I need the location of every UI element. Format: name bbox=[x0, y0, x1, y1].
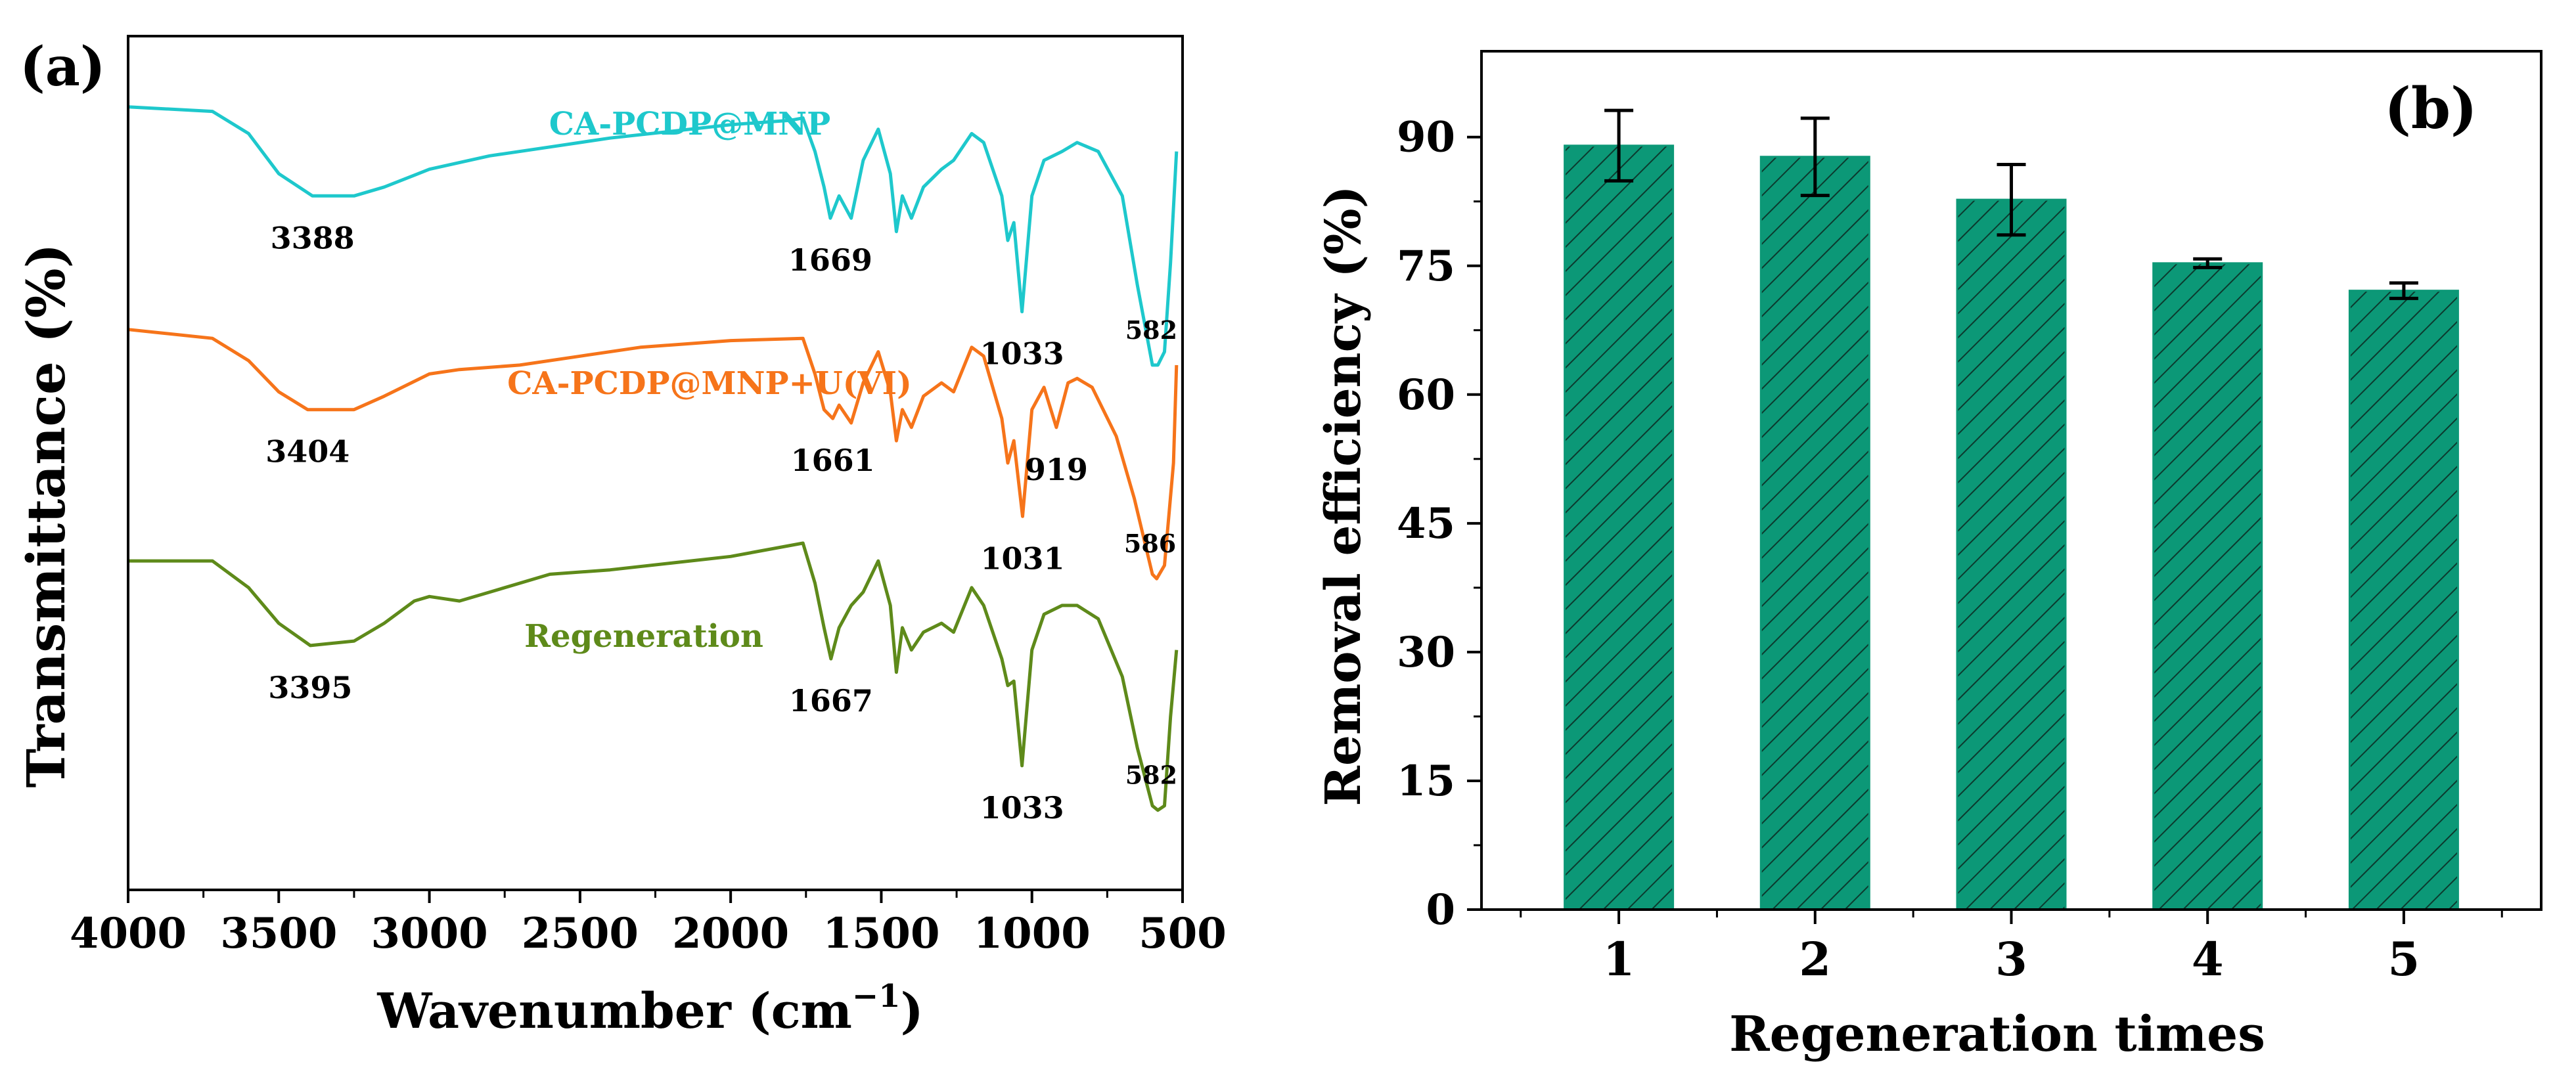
ftir-peak-label: 1661 bbox=[791, 443, 875, 478]
ftir-series-line bbox=[128, 541, 1179, 812]
ftir-x-label-sup: −1 bbox=[852, 978, 901, 1015]
ftir-peak-label: 1031 bbox=[980, 540, 1064, 576]
ftir-x-tick-label: 1000 bbox=[974, 909, 1091, 958]
ftir-x-tick-label: 3500 bbox=[220, 909, 337, 958]
ftir-peak-label: 1669 bbox=[788, 242, 872, 278]
bar-y-tick-label: 45 bbox=[1397, 499, 1455, 548]
bar-x-tick-label: 4 bbox=[2192, 932, 2224, 986]
ftir-peak-label: 582 bbox=[1125, 761, 1177, 790]
ftir-x-axis-label: Wavenumber (cm−1) bbox=[376, 978, 923, 1040]
bar-y-tick-label: 90 bbox=[1397, 113, 1455, 162]
ftir-series-group: CA-PCDP@MNP 3388 1669 1033 582 CA-PCDP@MNP+U(… bbox=[127, 105, 1179, 826]
bar-x-tick-label: 3 bbox=[1995, 932, 2027, 986]
bar-x-axis-label: Regeneration times bbox=[1729, 1006, 2265, 1063]
bar-y-tick-label: 15 bbox=[1397, 757, 1455, 806]
panel-b-label: (b) bbox=[2384, 76, 2477, 142]
bar-y-tick-label: 60 bbox=[1397, 370, 1455, 420]
bar bbox=[1956, 198, 2067, 911]
bar-y-tick-label: 0 bbox=[1426, 885, 1455, 935]
ftir-x-tick-label: 2500 bbox=[522, 909, 639, 958]
ftir-peak-label: 582 bbox=[1125, 315, 1177, 345]
ftir-series-line bbox=[127, 105, 1179, 367]
ftir-peak-label: 586 bbox=[1124, 529, 1176, 558]
bar-x-tick-label: 2 bbox=[1799, 932, 1831, 986]
bar bbox=[1564, 144, 1675, 911]
ftir-x-tick-label: 500 bbox=[1139, 909, 1227, 958]
bar-x-tick-label: 5 bbox=[2388, 932, 2420, 986]
ftir-x-tick-label: 1500 bbox=[823, 909, 939, 958]
ftir-series-name: CA-PCDP@MNP bbox=[549, 106, 830, 143]
ftir-x-tick-label: 4000 bbox=[70, 909, 187, 958]
ftir-peak-label: 919 bbox=[1025, 452, 1088, 487]
bar-group bbox=[1564, 108, 2459, 911]
ftir-series-line bbox=[127, 328, 1179, 581]
ftir-series-name: CA-PCDP@MNP+U(VI) bbox=[507, 365, 912, 402]
ftir-peak-label: 3395 bbox=[268, 670, 352, 705]
bar bbox=[2348, 290, 2459, 911]
ftir-peak-label: 1033 bbox=[980, 790, 1064, 826]
ftir-series-name: Regeneration bbox=[524, 618, 763, 655]
bar-x-tick-label: 1 bbox=[1603, 932, 1635, 986]
ftir-x-label-text: Wavenumber (cm bbox=[376, 983, 852, 1040]
ftir-chart: (a) CA-PCDP@MNP338816691033582CA-PCDP@MN… bbox=[15, 35, 1227, 1040]
ftir-x-tick-label: 3000 bbox=[371, 909, 488, 958]
bar-y-axis-label: Removal efficiency (%) bbox=[1315, 185, 1372, 806]
ftir-peak-label: 1033 bbox=[980, 336, 1064, 372]
bar-y-tick-label: 75 bbox=[1397, 242, 1455, 291]
bar-y-tick-label: 30 bbox=[1397, 628, 1455, 677]
ftir-x-ticks: 4000 3500 3000 2500 2000 1500 1000 500 bbox=[70, 890, 1227, 958]
ftir-peak-label: 3404 bbox=[265, 434, 350, 470]
bar bbox=[1759, 156, 1870, 911]
ftir-x-label-close: ) bbox=[901, 983, 924, 1040]
ftir-peak-label: 1667 bbox=[789, 683, 873, 718]
panel-a-label: (a) bbox=[20, 35, 106, 99]
ftir-x-tick-label: 2000 bbox=[672, 909, 789, 958]
ftir-y-axis-label: Transmittance (%) bbox=[15, 243, 77, 787]
ftir-peak-label: 3388 bbox=[271, 220, 355, 255]
bar bbox=[2152, 262, 2263, 911]
